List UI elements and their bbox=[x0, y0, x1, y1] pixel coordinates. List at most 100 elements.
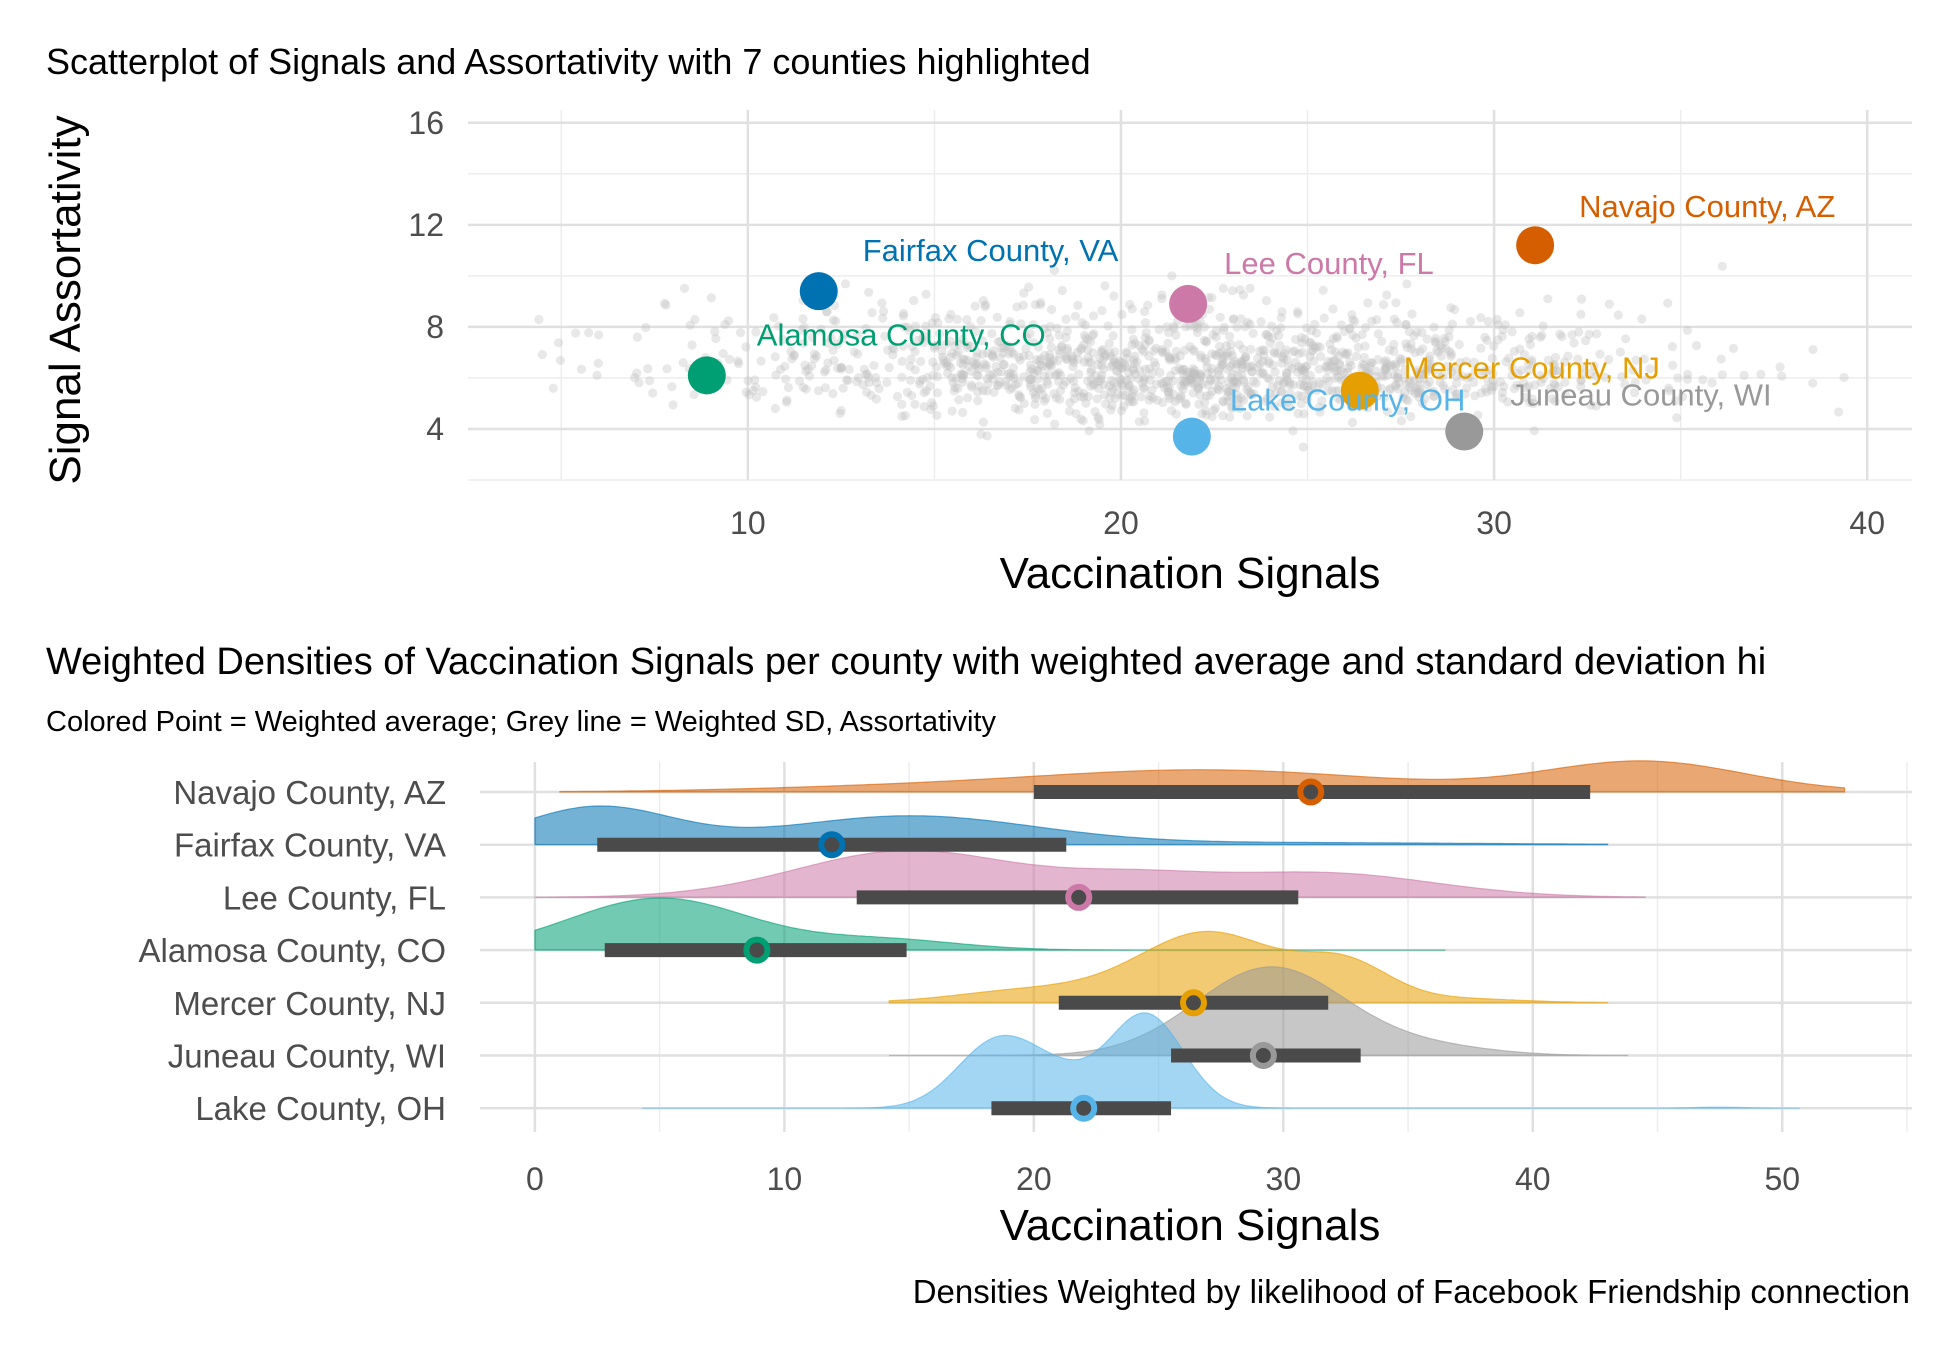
scatter-background-point bbox=[1504, 353, 1514, 363]
scatter-background-point bbox=[884, 362, 894, 373]
scatter-background-point bbox=[1079, 388, 1089, 399]
scatter-background-point bbox=[1302, 394, 1312, 404]
scatter-background-point bbox=[1621, 334, 1631, 344]
scatter-background-point bbox=[958, 360, 968, 370]
scatter-background-point bbox=[1604, 299, 1614, 309]
scatter-background-point bbox=[1222, 383, 1232, 393]
scatter-background-point bbox=[1144, 335, 1154, 345]
scatter-background-point bbox=[838, 383, 848, 393]
scatter-background-point bbox=[1668, 360, 1678, 370]
scatter-background-point bbox=[661, 300, 671, 310]
scatter-background-point bbox=[1377, 371, 1387, 381]
scatter-background-point bbox=[1210, 403, 1221, 413]
scatter-background-point bbox=[748, 385, 759, 396]
scatter-background-point bbox=[1210, 375, 1220, 385]
scatter-background-point bbox=[1484, 365, 1494, 375]
scatter-background-point bbox=[1042, 328, 1052, 338]
scatter-background-point bbox=[1390, 361, 1401, 371]
scatter-background-point bbox=[1080, 330, 1090, 340]
scatter-background-point bbox=[970, 301, 980, 311]
scatter-background-point bbox=[948, 378, 958, 388]
scatter-background-point bbox=[1139, 383, 1150, 394]
scatter-background-point bbox=[981, 363, 991, 373]
scatter-background-point bbox=[1305, 370, 1315, 380]
scatter-background-point bbox=[1277, 386, 1287, 396]
scatter-background-point bbox=[958, 334, 968, 344]
scatter-background-point bbox=[1110, 347, 1120, 357]
scatter-background-point bbox=[1125, 373, 1136, 384]
scatter-background-point bbox=[555, 355, 566, 366]
scatter-background-point bbox=[1247, 366, 1257, 377]
scatter-background-point bbox=[853, 349, 863, 359]
scatter-background-point bbox=[1269, 348, 1280, 358]
scatter-background-point bbox=[1113, 360, 1123, 370]
scatter-background-point bbox=[1088, 330, 1098, 340]
scatter-background-point bbox=[1487, 353, 1497, 363]
scatter-background-point bbox=[1163, 387, 1173, 397]
scatter-background-point bbox=[1282, 371, 1292, 381]
scatter-background-point bbox=[1139, 408, 1149, 418]
scatter-background-point bbox=[1298, 365, 1309, 375]
density-subtitle: Colored Point = Weighted average; Grey l… bbox=[46, 706, 996, 738]
scatter-background-point bbox=[892, 391, 903, 402]
scatter-background-point bbox=[1417, 398, 1428, 409]
scatter-background-point bbox=[1167, 271, 1177, 281]
scatter-background-point bbox=[1190, 365, 1200, 375]
scatter-background-point bbox=[836, 364, 846, 374]
scatter-background-point bbox=[1093, 412, 1103, 422]
scatter-background-point bbox=[1555, 366, 1565, 376]
scatter-background-point bbox=[1041, 393, 1051, 404]
scatter-background-point bbox=[1148, 393, 1158, 403]
scatter-background-point bbox=[1117, 363, 1127, 373]
highlight-label-navajo-county-az: Navajo County, AZ bbox=[1579, 189, 1835, 224]
scatter-background-point bbox=[1298, 442, 1308, 452]
scatter-x-tick-label: 40 bbox=[1849, 505, 1885, 541]
scatter-background-point bbox=[1243, 362, 1253, 373]
scatter-background-point bbox=[1096, 374, 1106, 384]
scatter-background-point bbox=[1157, 347, 1167, 357]
scatter-background-point bbox=[1207, 367, 1217, 378]
scatter-background-point bbox=[1282, 368, 1292, 378]
scatter-background-point bbox=[933, 340, 943, 350]
scatter-background-point bbox=[810, 354, 820, 364]
scatter-background-point bbox=[1404, 326, 1414, 337]
scatter-background-point bbox=[718, 349, 728, 359]
scatter-background-point bbox=[1227, 401, 1237, 411]
scatter-background-point bbox=[1307, 346, 1317, 356]
scatter-background-point bbox=[1555, 329, 1565, 339]
scatter-background-point bbox=[1246, 390, 1256, 400]
scatter-background-point bbox=[1233, 394, 1243, 404]
scatter-background-point bbox=[836, 362, 846, 373]
scatter-background-point bbox=[1217, 347, 1227, 357]
scatter-background-point bbox=[1351, 333, 1361, 343]
scatter-background-point bbox=[1469, 377, 1479, 388]
scatter-background-point bbox=[1569, 338, 1579, 348]
scatter-background-point bbox=[988, 369, 998, 379]
scatter-background-point bbox=[1237, 369, 1247, 380]
scatter-background-point bbox=[874, 384, 884, 394]
scatter-background-point bbox=[1035, 385, 1045, 395]
scatter-background-point bbox=[1214, 366, 1224, 376]
scatter-background-point bbox=[973, 387, 983, 397]
scatter-background-point bbox=[1405, 377, 1415, 388]
highlight-point-lee-county-fl bbox=[1169, 284, 1208, 323]
scatter-background-point bbox=[862, 387, 872, 397]
scatter-background-point bbox=[1163, 338, 1173, 348]
scatter-background-point bbox=[632, 332, 642, 342]
scatter-background-point bbox=[1061, 354, 1072, 364]
density-caption: Densities Weighted by likelihood of Face… bbox=[913, 1273, 1910, 1310]
scatter-background-point bbox=[1315, 342, 1325, 352]
scatter-background-point bbox=[1707, 378, 1717, 388]
scatter-background-point bbox=[751, 327, 761, 337]
scatter-background-point bbox=[1513, 368, 1523, 379]
scatter-background-point bbox=[1451, 393, 1461, 403]
scatter-background-point bbox=[1125, 393, 1135, 403]
scatter-background-point bbox=[1028, 320, 1038, 330]
scatter-background-point bbox=[1002, 341, 1012, 351]
scatter-background-point bbox=[1014, 405, 1024, 415]
scatter-background-point bbox=[1295, 380, 1305, 390]
scatter-background-point bbox=[1045, 334, 1055, 344]
scatter-background-point bbox=[1218, 283, 1228, 293]
scatter-background-point bbox=[1560, 377, 1570, 387]
scatter-background-point bbox=[770, 403, 780, 414]
